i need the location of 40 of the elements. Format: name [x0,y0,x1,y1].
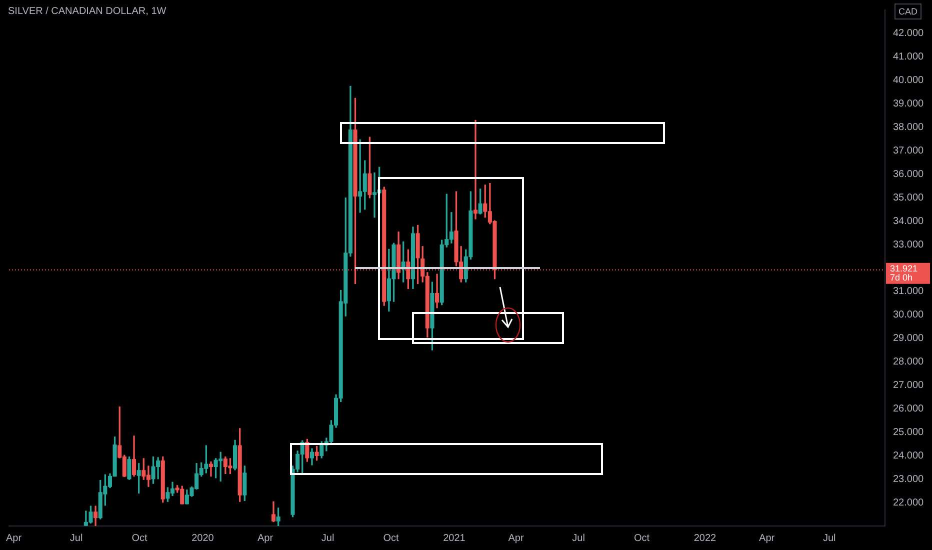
y-tick-label: 38.000 [893,122,924,134]
x-tick-label: Apr [508,532,524,544]
y-tick-label: 42.000 [893,28,924,40]
x-tick-label: Oct [383,532,399,544]
y-tick-label: 39.000 [893,98,924,110]
y-tick-label: 36.000 [893,168,924,180]
x-tick-label: 2022 [694,532,717,544]
y-tick-label: 33.000 [893,239,924,250]
text: 7d 0h [890,272,913,282]
x-tick-label: Apr [6,532,22,544]
y-tick-label: 40.000 [893,75,924,86]
chart-title: SILVER / CANADIAN DOLLAR, 1W [8,6,166,17]
ref-line-label: 31.921 [890,263,918,274]
y-tick-label: 25.000 [893,426,924,438]
y-tick-label: 28.000 [893,356,924,368]
x-tick-label: Jul [822,532,836,544]
x-tick-label: 2021 [443,532,466,544]
text: CAD [898,6,918,16]
x-tick-label: 2020 [192,532,214,544]
y-tick-label: 26.000 [893,403,924,414]
y-tick-label: 35.000 [893,192,924,204]
x-tick-label: Apr [759,532,776,544]
y-tick-label: 22.000 [893,497,924,508]
y-tick-label: 27.000 [893,380,924,392]
x-tick-label: Apr [257,532,274,544]
x-tick-label: Oct [132,532,148,544]
x-tick-label: Jul [572,532,585,544]
y-tick-label: 23.000 [893,474,924,485]
y-tick-label: 31.000 [893,286,924,298]
y-tick-label: 34.000 [893,216,924,227]
y-tick-label: 41.000 [893,52,924,63]
x-tick-label: Jul [321,532,334,544]
y-tick-label: 37.000 [893,145,924,156]
x-tick-label: Oct [634,532,650,544]
x-tick-label: Jul [70,532,83,544]
y-tick-label: 30.000 [893,310,924,321]
candlestick [473,120,478,220]
y-tick-label: 24.000 [893,450,924,462]
y-tick-label: 29.000 [893,333,924,344]
candlestick [208,461,214,477]
